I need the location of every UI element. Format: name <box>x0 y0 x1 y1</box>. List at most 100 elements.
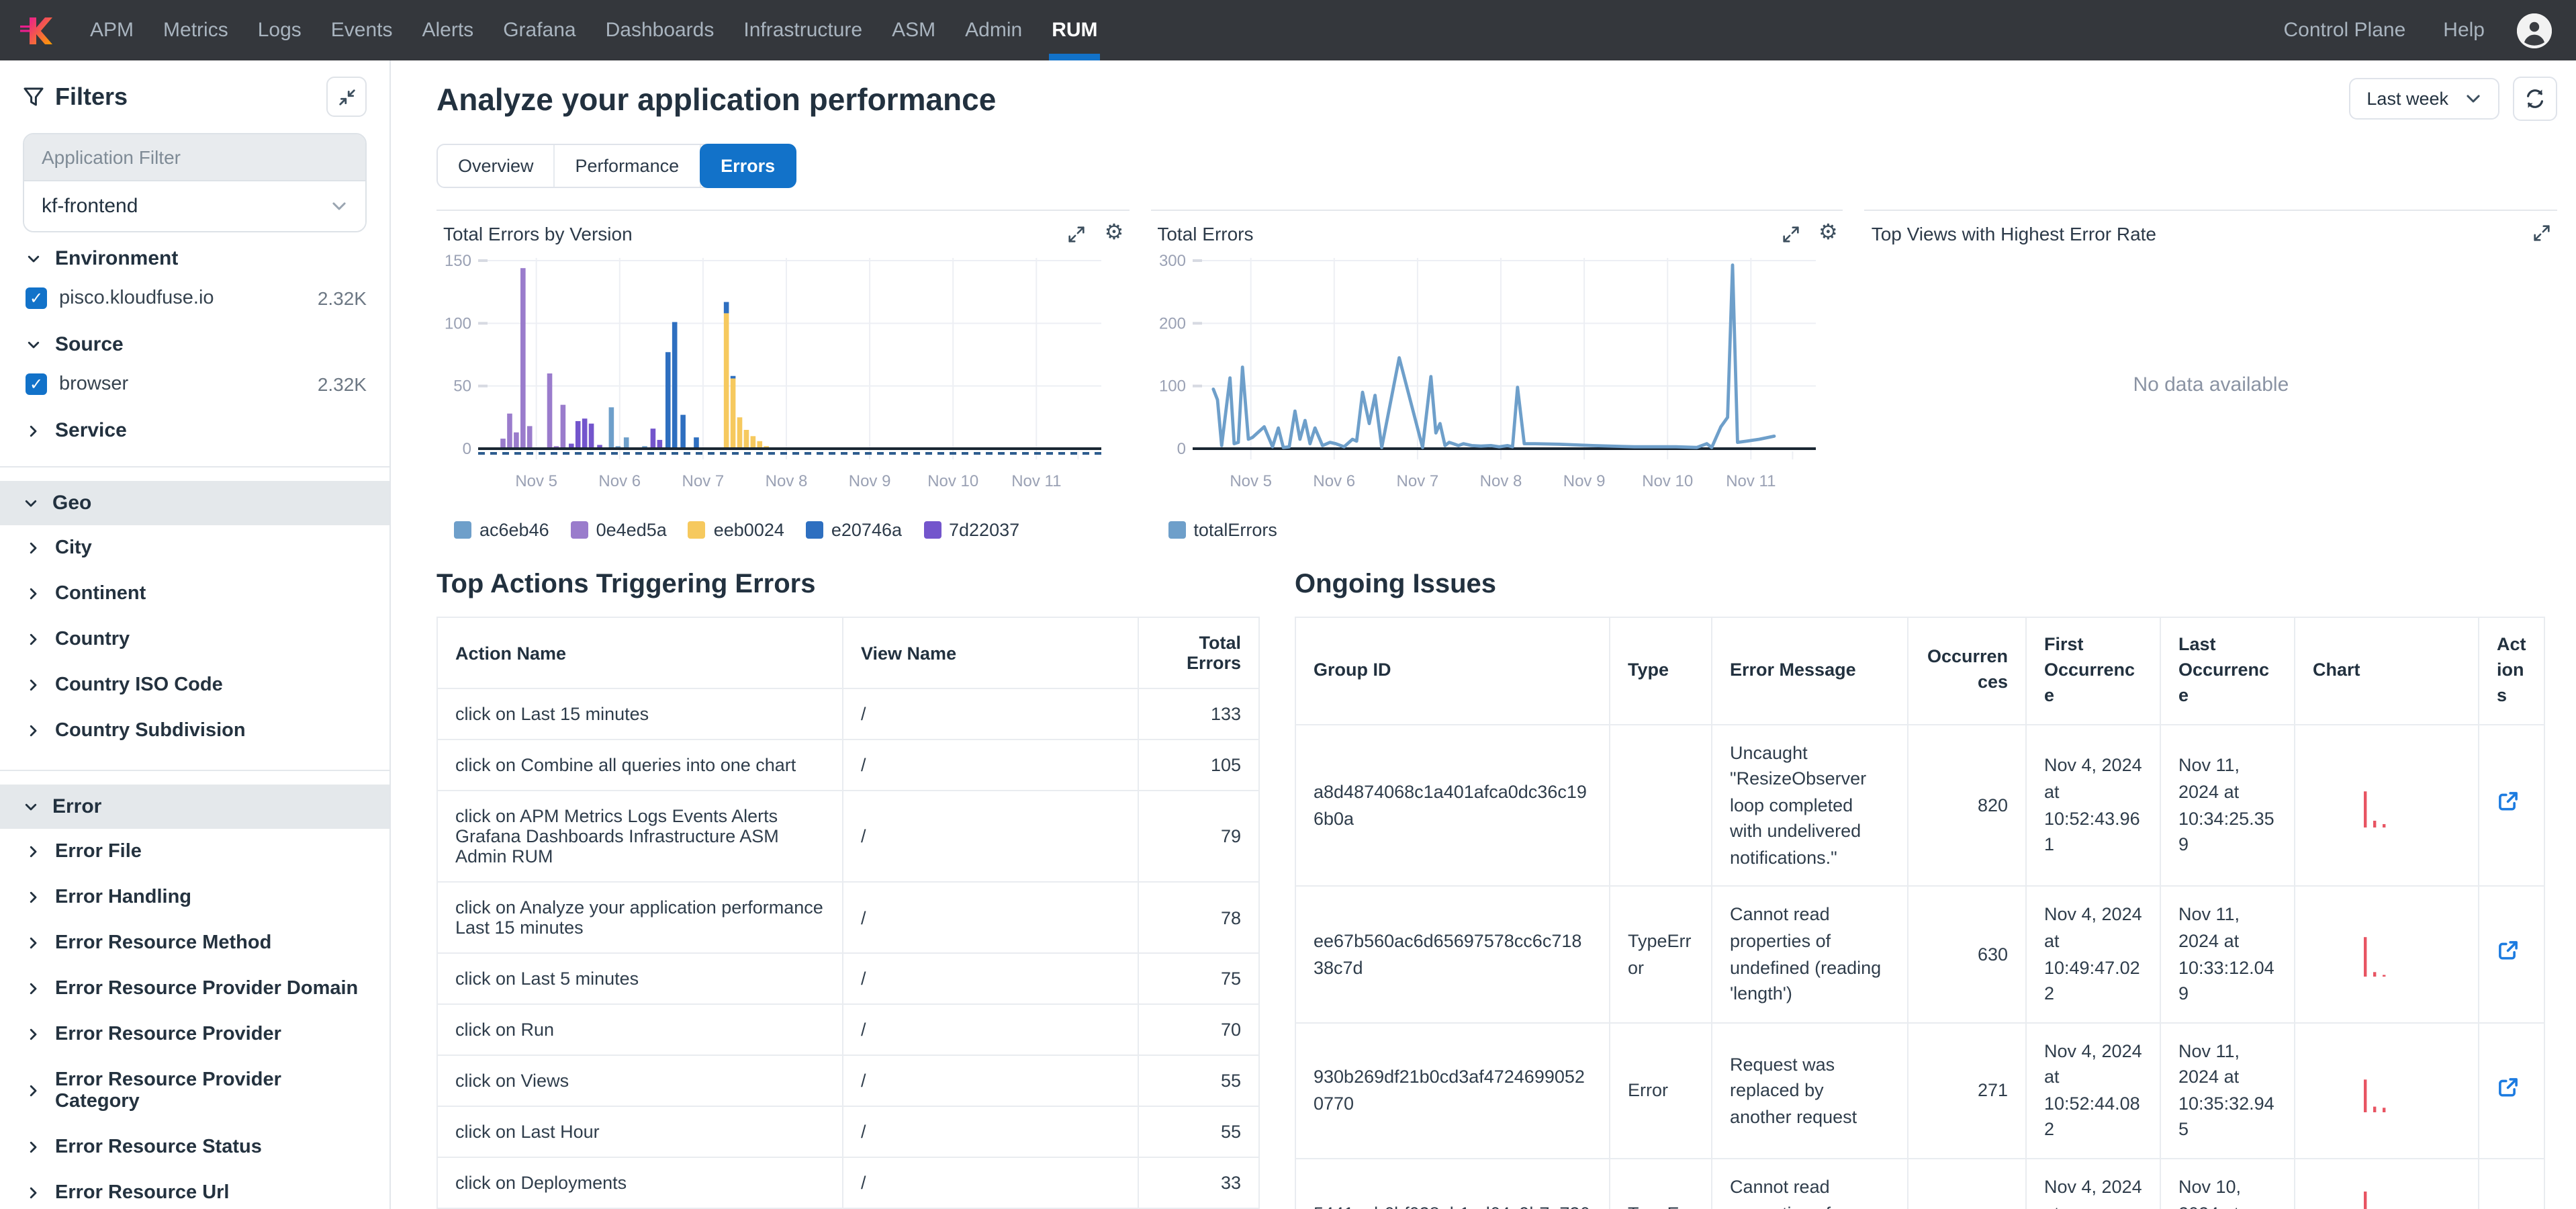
filter-group-item-error-resource-method[interactable]: Error Resource Method <box>23 920 367 966</box>
nav-item-alerts[interactable]: Alerts <box>408 0 489 60</box>
filter-group-item-error-resource-provider[interactable]: Error Resource Provider <box>23 1012 367 1057</box>
filter-item-browser[interactable]: ✓browser2.32K <box>23 364 367 404</box>
svg-text:Nov 9: Nov 9 <box>1563 472 1605 490</box>
nav-item-metrics[interactable]: Metrics <box>148 0 243 60</box>
chevron-right-icon <box>26 723 42 739</box>
legend-item-eeb0024[interactable]: eeb0024 <box>688 520 784 540</box>
column-header: First Occurrence <box>2026 617 2160 724</box>
legend-item-ac6eb46[interactable]: ac6eb46 <box>454 520 549 540</box>
tab-errors[interactable]: Errors <box>699 144 796 188</box>
panel-total-errors-by-version: Total Errors by Version ⚙ 050100150Nov 5… <box>436 210 1129 540</box>
nav-item-events[interactable]: Events <box>316 0 408 60</box>
sidebar-group-geo[interactable]: Geo <box>0 481 389 525</box>
collapse-filters-button[interactable] <box>326 77 367 117</box>
filter-group-item-country-iso-code[interactable]: Country ISO Code <box>23 662 367 708</box>
panel-icons <box>2532 223 2552 243</box>
nav-item-rum[interactable]: RUM <box>1037 0 1112 60</box>
open-issue-external-link-icon[interactable] <box>2497 940 2520 962</box>
checkbox-checked[interactable]: ✓ <box>26 373 47 395</box>
facet-count: 2.32K <box>318 373 367 395</box>
chevron-right-icon <box>26 935 42 951</box>
ongoing-issues-title: Ongoing Issues <box>1295 570 2545 600</box>
nav-item-logs[interactable]: Logs <box>243 0 316 60</box>
table-cell: 55 <box>1138 1055 1259 1106</box>
svg-text:50: 50 <box>453 377 471 396</box>
legend-item-e20746a[interactable]: e20746a <box>806 520 902 540</box>
table-cell: 79 <box>1138 791 1259 882</box>
open-issue-external-link-icon[interactable] <box>2497 1075 2520 1098</box>
nav-link-control-plane[interactable]: Control Plane <box>2270 19 2420 42</box>
svg-text:0: 0 <box>1177 440 1185 458</box>
svg-text:Nov 11: Nov 11 <box>1726 472 1776 490</box>
nav-link-help[interactable]: Help <box>2430 19 2498 42</box>
filter-group-item-error-resource-provider-domain[interactable]: Error Resource Provider Domain <box>23 966 367 1012</box>
table-cell: / <box>843 1157 1138 1208</box>
filter-group-item-country[interactable]: Country <box>23 617 367 662</box>
legend-item-0e4ed5a[interactable]: 0e4ed5a <box>571 520 667 540</box>
expand-icon[interactable] <box>1067 224 1087 244</box>
table-cell: / <box>843 1106 1138 1157</box>
issue-row: 930b269df21b0cd3af47246990520770ErrorReq… <box>1295 1022 2544 1159</box>
nav-right: Control Plane Help <box>2270 0 2552 60</box>
nav-item-grafana[interactable]: Grafana <box>488 0 590 60</box>
legend-item-7d22037[interactable]: 7d22037 <box>923 520 1019 540</box>
table-cell: Nov 11, 2024 at 10:33:12.049 <box>2160 887 2295 1023</box>
filter-item-pisco-kloudfuse-io[interactable]: ✓pisco.kloudfuse.io2.32K <box>23 278 367 318</box>
nav-item-asm[interactable]: ASM <box>877 0 950 60</box>
column-header: View Name <box>843 617 1138 688</box>
nav-item-apm[interactable]: APM <box>75 0 148 60</box>
table-cell: Nov 4, 2024 at 10:49:47.022 <box>2026 887 2160 1023</box>
table-cell: a8d4874068c1a401afca0dc36c196b0a <box>1295 724 1610 887</box>
filter-group-item-error-resource-provider-category[interactable]: Error Resource Provider Category <box>23 1057 367 1124</box>
tab-performance[interactable]: Performance <box>555 145 701 187</box>
filter-group-item-error-handling[interactable]: Error Handling <box>23 875 367 920</box>
table-row: click on APM Metrics Logs Events Alerts … <box>437 791 1259 882</box>
legend-swatch <box>688 521 706 539</box>
top-actions-section: Top Actions Triggering Errors Action Nam… <box>436 570 1260 1209</box>
table-cell: 630 <box>1908 887 2026 1023</box>
filter-group-item-error-resource-status[interactable]: Error Resource Status <box>23 1124 367 1170</box>
sidebar-section-environment[interactable]: Environment <box>23 232 367 278</box>
total-errors-by-version-chart[interactable]: 050100150Nov 5Nov 6Nov 7Nov 8Nov 9Nov 10… <box>436 244 1115 510</box>
user-avatar[interactable] <box>2517 13 2552 48</box>
filter-group-item-city[interactable]: City <box>23 525 367 571</box>
gear-icon[interactable]: ⚙ <box>1105 223 1124 244</box>
table-row: click on Run/70 <box>437 1004 1259 1055</box>
table-cell: Cannot read properties of undefined (rea… <box>1712 887 1908 1023</box>
time-range-select[interactable]: Last week <box>2349 78 2499 120</box>
refresh-button[interactable] <box>2513 77 2557 121</box>
chevron-right-icon <box>26 422 42 439</box>
filter-group-item-error-file[interactable]: Error File <box>23 829 367 875</box>
ongoing-issues-section: Ongoing Issues Group IDTypeError Message… <box>1295 570 2545 1209</box>
filter-group-item-country-subdivision[interactable]: Country Subdivision <box>23 708 367 754</box>
tab-overview[interactable]: Overview <box>438 145 555 187</box>
sidebar-group-error[interactable]: Error <box>0 785 389 829</box>
nav-item-infrastructure[interactable]: Infrastructure <box>729 0 877 60</box>
checkbox-checked[interactable]: ✓ <box>26 287 47 309</box>
application-filter-select[interactable]: Application Filter kf-frontend <box>23 133 367 232</box>
svg-text:300: 300 <box>1158 252 1185 270</box>
nav-item-admin[interactable]: Admin <box>950 0 1037 60</box>
kloudfuse-logo[interactable] <box>19 0 54 60</box>
filter-group-item-error-resource-url[interactable]: Error Resource Url <box>23 1170 367 1209</box>
nav-item-dashboards[interactable]: Dashboards <box>591 0 729 60</box>
expand-icon[interactable] <box>2532 223 2552 243</box>
legend-item-totalErrors[interactable]: totalErrors <box>1168 520 1277 540</box>
gear-icon[interactable]: ⚙ <box>1819 223 1838 244</box>
no-data-message: No data available <box>1865 373 2557 396</box>
expand-icon[interactable] <box>1781 224 1801 244</box>
table-cell: / <box>843 740 1138 791</box>
panel-header: Top Views with Highest Error Rate <box>1865 223 2557 244</box>
table-cell: 55 <box>1138 1106 1259 1157</box>
svg-text:Nov 6: Nov 6 <box>598 472 641 490</box>
sidebar-section-service[interactable]: Service <box>23 404 367 450</box>
sidebar-section-source[interactable]: Source <box>23 318 367 364</box>
filter-group-item-continent[interactable]: Continent <box>23 571 367 617</box>
total-errors-chart[interactable]: 0100200300Nov 5Nov 6Nov 7Nov 8Nov 9Nov 1… <box>1150 244 1829 510</box>
open-issue-external-link-icon[interactable] <box>2497 791 2520 813</box>
filters-title: Filters <box>55 83 128 111</box>
table-row: click on Last 5 minutes/75 <box>437 953 1259 1004</box>
chevron-right-icon <box>26 677 42 693</box>
panel-title: Total Errors <box>1157 223 1253 244</box>
chevron-down-icon <box>2465 90 2482 107</box>
